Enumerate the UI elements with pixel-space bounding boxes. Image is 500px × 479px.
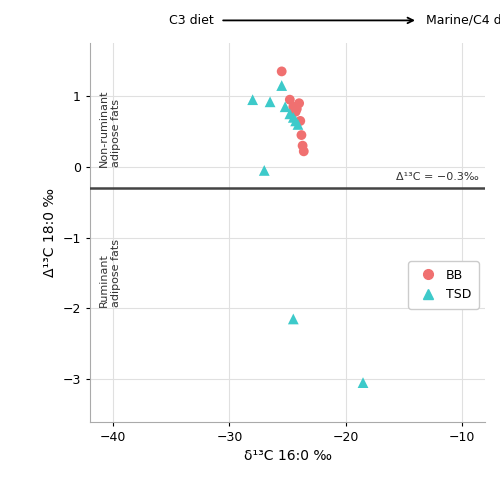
- Point: [292, 108, 300, 115]
- Point: [248, 96, 256, 103]
- Point: [298, 142, 306, 149]
- Point: [296, 117, 304, 125]
- Text: Marine/C4 diet: Marine/C4 diet: [426, 14, 500, 27]
- Point: [266, 98, 274, 106]
- Point: [293, 105, 301, 113]
- Text: Δ¹³C = −0.3‰: Δ¹³C = −0.3‰: [396, 172, 479, 182]
- Point: [290, 315, 298, 323]
- Point: [278, 68, 285, 75]
- Point: [260, 167, 268, 174]
- Point: [359, 379, 367, 387]
- Text: Ruminant
adipose fats: Ruminant adipose fats: [100, 239, 121, 307]
- Point: [298, 131, 306, 139]
- Point: [300, 148, 308, 155]
- Point: [292, 117, 300, 125]
- Point: [294, 121, 302, 128]
- Text: Non-ruminant
adipose fats: Non-ruminant adipose fats: [100, 89, 121, 167]
- Point: [290, 103, 298, 111]
- Point: [295, 100, 303, 107]
- Point: [286, 96, 294, 103]
- Point: [278, 82, 285, 90]
- Y-axis label: Δ¹³C 18:0 ‰: Δ¹³C 18:0 ‰: [43, 188, 57, 277]
- Point: [286, 110, 294, 118]
- Legend: BB, TSD: BB, TSD: [408, 261, 479, 308]
- X-axis label: δ¹³C 16:0 ‰: δ¹³C 16:0 ‰: [244, 449, 332, 463]
- Text: C3 diet: C3 diet: [169, 14, 214, 27]
- Point: [290, 114, 298, 121]
- Point: [281, 103, 289, 111]
